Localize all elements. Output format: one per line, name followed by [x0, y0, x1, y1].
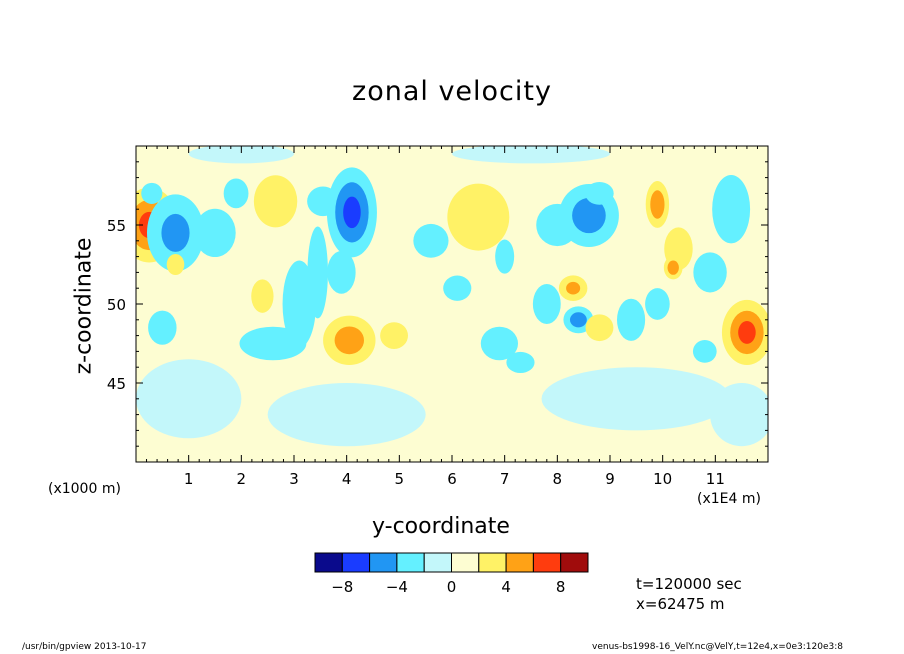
chart-title: zonal velocity — [352, 76, 552, 107]
colorbar-swatch — [396, 552, 425, 573]
contour-region-26-1 — [532, 283, 561, 325]
contour-region-19-1 — [443, 275, 472, 301]
contour-region-24-2 — [572, 197, 606, 234]
x-tick-label: 10 — [653, 470, 672, 488]
x-tick-label: 3 — [289, 470, 299, 488]
footer-right: venus-bs1998-16_VelY.nc@VelY,t=12e4,x=0e… — [592, 642, 843, 652]
x-tick-label: 2 — [237, 470, 247, 488]
contour-region-25-1 — [585, 182, 614, 205]
contour-region-16-1 — [380, 322, 408, 349]
contour-region-15-2 — [334, 326, 365, 355]
contour-region-17-1 — [413, 223, 449, 258]
x-tick-label: 6 — [447, 470, 457, 488]
colorbar-swatch — [314, 552, 343, 573]
contour-region-41-weak — [541, 367, 732, 431]
contour-region-28-2 — [569, 312, 587, 328]
colorbar-label: −8 — [331, 578, 353, 596]
contour-region-35-1 — [693, 252, 727, 293]
contour-region-42-weak — [136, 359, 242, 439]
contour-region-40-weak — [267, 383, 426, 447]
x-tick-label: 5 — [395, 470, 405, 488]
colorbar-label: 4 — [501, 578, 511, 596]
colorbar-swatch — [560, 552, 589, 573]
x-tick-label: 8 — [553, 470, 563, 488]
contour-region-11-1 — [307, 226, 328, 319]
colorbar-swatch — [532, 552, 562, 573]
contour-region-22-1 — [506, 351, 535, 374]
x-tick-label: 1 — [184, 470, 194, 488]
y-tick-label: 55 — [107, 217, 126, 235]
footer-left: /usr/bin/gpview 2013-10-17 — [22, 642, 147, 652]
contour-region-34-1 — [645, 288, 670, 320]
contour-region-1-1 — [141, 182, 163, 204]
colorbar-swatch — [451, 552, 480, 573]
colorbar-swatch — [478, 552, 507, 573]
contour-fills — [136, 146, 768, 455]
y-tick-label: 45 — [107, 375, 126, 393]
contour-region-10-1 — [282, 260, 316, 348]
contour-region-38-1 — [692, 340, 717, 363]
contour-region-43-weak — [710, 383, 768, 447]
y-tick-label: 50 — [107, 296, 126, 314]
colorbar-swatch — [369, 552, 398, 573]
contour-region-37-3 — [738, 321, 756, 344]
x-tick-label: 11 — [706, 470, 725, 488]
contour-region-4-1 — [166, 253, 185, 276]
contour-region-21-1 — [495, 239, 515, 274]
contour-region-8-1 — [253, 175, 298, 228]
colorbar-label: 8 — [556, 578, 566, 596]
contour-region-7-1 — [251, 279, 274, 313]
contour-region-20-1 — [480, 326, 519, 361]
contour-region-13-3 — [343, 196, 361, 229]
x-axis-label: y-coordinate — [372, 514, 510, 539]
contour-region-45-weak — [188, 146, 294, 164]
colorbar-label: −4 — [386, 578, 408, 596]
contour-region-39-weak — [373, 422, 584, 455]
contour-region-3-1 — [148, 310, 177, 345]
contour-region-36-1 — [712, 175, 751, 244]
contour-region-31-2 — [650, 190, 665, 219]
y-axis-unit: (x1000 m) — [48, 481, 121, 497]
x-tick-label: 4 — [342, 470, 352, 488]
position-readout: x=62475 m — [636, 595, 725, 613]
axis-ticks — [136, 146, 769, 462]
contour-region-29-1 — [585, 314, 614, 342]
contour-region-5-1 — [194, 208, 236, 258]
time-readout: t=120000 sec — [636, 575, 742, 593]
x-tick-label: 7 — [500, 470, 510, 488]
colorbar-swatch — [423, 552, 453, 573]
x-tick-label: 9 — [605, 470, 615, 488]
colorbar-swatch — [341, 552, 371, 573]
contour-region-27-2 — [566, 281, 581, 295]
x-axis-unit: (x1E4 m) — [697, 491, 761, 507]
colorbar-swatch — [505, 552, 534, 573]
colorbar-label: 0 — [447, 578, 457, 596]
contour-region-33-2 — [667, 260, 679, 275]
contour-region-18-1 — [447, 183, 510, 251]
contour-region-6-1 — [223, 178, 249, 209]
contour-region-30-1 — [616, 298, 646, 341]
contour-region-14-1 — [327, 251, 356, 294]
contour-region-44-weak — [452, 146, 610, 164]
contour-region-2-2 — [161, 213, 190, 252]
